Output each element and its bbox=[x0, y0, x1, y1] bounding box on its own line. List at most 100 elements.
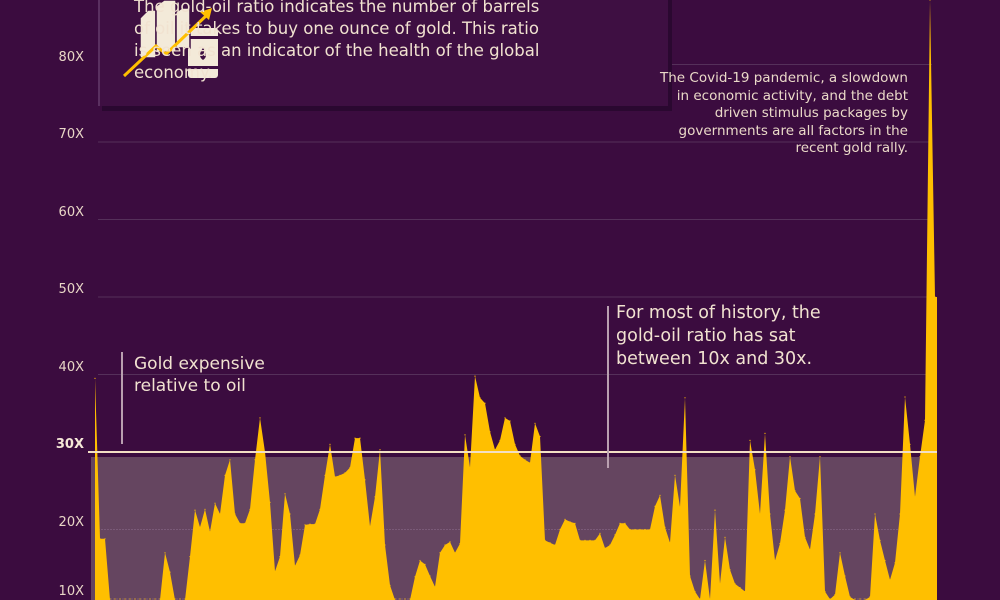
data-point bbox=[824, 590, 826, 593]
data-point bbox=[284, 493, 286, 495]
data-point bbox=[789, 456, 791, 458]
data-point bbox=[429, 575, 431, 577]
data-point bbox=[274, 570, 276, 573]
data-point bbox=[574, 522, 576, 524]
y-tick-label: 60X bbox=[58, 204, 84, 220]
data-point bbox=[369, 525, 371, 528]
data-point bbox=[734, 583, 736, 585]
data-point bbox=[659, 494, 661, 496]
data-point bbox=[719, 583, 721, 585]
data-point bbox=[639, 528, 641, 531]
data-point bbox=[524, 459, 526, 461]
data-point bbox=[324, 474, 326, 476]
data-point bbox=[399, 598, 401, 600]
data-point bbox=[919, 456, 921, 458]
data-point bbox=[254, 459, 256, 461]
data-point bbox=[614, 534, 616, 536]
data-point bbox=[204, 508, 206, 510]
y-tick-label: 40X bbox=[58, 359, 84, 375]
data-point bbox=[679, 506, 681, 508]
covid-note: The Covid-19 pandemic, a slowdown in eco… bbox=[660, 70, 908, 156]
gold-bars-oil-barrel-rising-arrow-icon bbox=[122, 0, 220, 78]
data-point bbox=[344, 472, 346, 474]
data-point bbox=[784, 509, 786, 511]
data-point bbox=[609, 544, 611, 546]
data-point bbox=[104, 538, 106, 540]
data-point bbox=[929, 0, 931, 1]
data-point bbox=[879, 539, 881, 542]
data-point bbox=[164, 552, 166, 554]
data-point bbox=[474, 375, 476, 377]
gold-expensive-note: Gold expensive relative to oil bbox=[134, 354, 265, 396]
data-point bbox=[744, 590, 746, 593]
data-point bbox=[329, 443, 331, 445]
data-point bbox=[209, 531, 211, 533]
data-point bbox=[619, 522, 621, 524]
y-tick-label: 80X bbox=[58, 49, 84, 65]
data-point bbox=[214, 502, 216, 504]
data-point bbox=[924, 419, 926, 421]
data-points bbox=[94, 0, 936, 600]
data-point bbox=[389, 584, 391, 586]
data-point bbox=[374, 496, 376, 498]
data-point bbox=[449, 541, 451, 543]
data-point bbox=[854, 598, 856, 600]
data-point bbox=[814, 513, 816, 515]
data-point bbox=[199, 526, 201, 528]
data-point bbox=[139, 598, 141, 600]
data-point bbox=[694, 590, 696, 593]
data-point bbox=[134, 598, 136, 600]
data-point bbox=[319, 508, 321, 510]
data-point bbox=[439, 552, 441, 554]
data-point bbox=[184, 598, 186, 600]
data-point bbox=[934, 296, 936, 298]
most-history-note: For most of history, the gold-oil ratio … bbox=[616, 303, 821, 369]
data-point bbox=[189, 556, 191, 558]
down-arrow-icon bbox=[607, 306, 609, 468]
data-point bbox=[569, 521, 571, 523]
data-point bbox=[899, 513, 901, 515]
data-point bbox=[414, 576, 416, 578]
data-point bbox=[224, 474, 226, 476]
data-point bbox=[194, 509, 196, 511]
data-point bbox=[674, 474, 676, 476]
data-point bbox=[289, 513, 291, 515]
data-point bbox=[379, 449, 381, 451]
data-point bbox=[174, 598, 176, 600]
data-point bbox=[839, 552, 841, 554]
data-point bbox=[354, 437, 356, 439]
data-point bbox=[709, 598, 711, 600]
data-point bbox=[454, 552, 456, 554]
data-point bbox=[149, 598, 151, 600]
data-point bbox=[464, 434, 466, 436]
data-point bbox=[154, 598, 156, 600]
data-point bbox=[724, 536, 726, 538]
data-point bbox=[259, 417, 261, 419]
data-point bbox=[249, 508, 251, 510]
data-point bbox=[904, 396, 906, 398]
data-point bbox=[409, 598, 411, 600]
data-point bbox=[754, 469, 756, 471]
data-point bbox=[484, 402, 486, 404]
data-point bbox=[749, 439, 751, 441]
data-point bbox=[469, 466, 471, 469]
up-arrow-icon bbox=[121, 352, 123, 444]
data-point bbox=[869, 596, 871, 598]
data-point bbox=[809, 549, 811, 551]
data-point bbox=[819, 456, 821, 458]
data-point bbox=[159, 598, 161, 600]
y-tick-label: 20X bbox=[58, 514, 84, 530]
data-point bbox=[704, 559, 706, 562]
data-point bbox=[629, 528, 631, 531]
data-point bbox=[129, 598, 131, 600]
data-point bbox=[144, 598, 146, 600]
data-point bbox=[759, 513, 761, 515]
data-point bbox=[494, 449, 496, 451]
data-point bbox=[599, 532, 601, 535]
data-point bbox=[169, 571, 171, 573]
data-point bbox=[359, 437, 361, 439]
data-point bbox=[219, 513, 221, 515]
data-point bbox=[489, 431, 491, 433]
data-point bbox=[349, 466, 351, 469]
data-point bbox=[239, 522, 241, 524]
